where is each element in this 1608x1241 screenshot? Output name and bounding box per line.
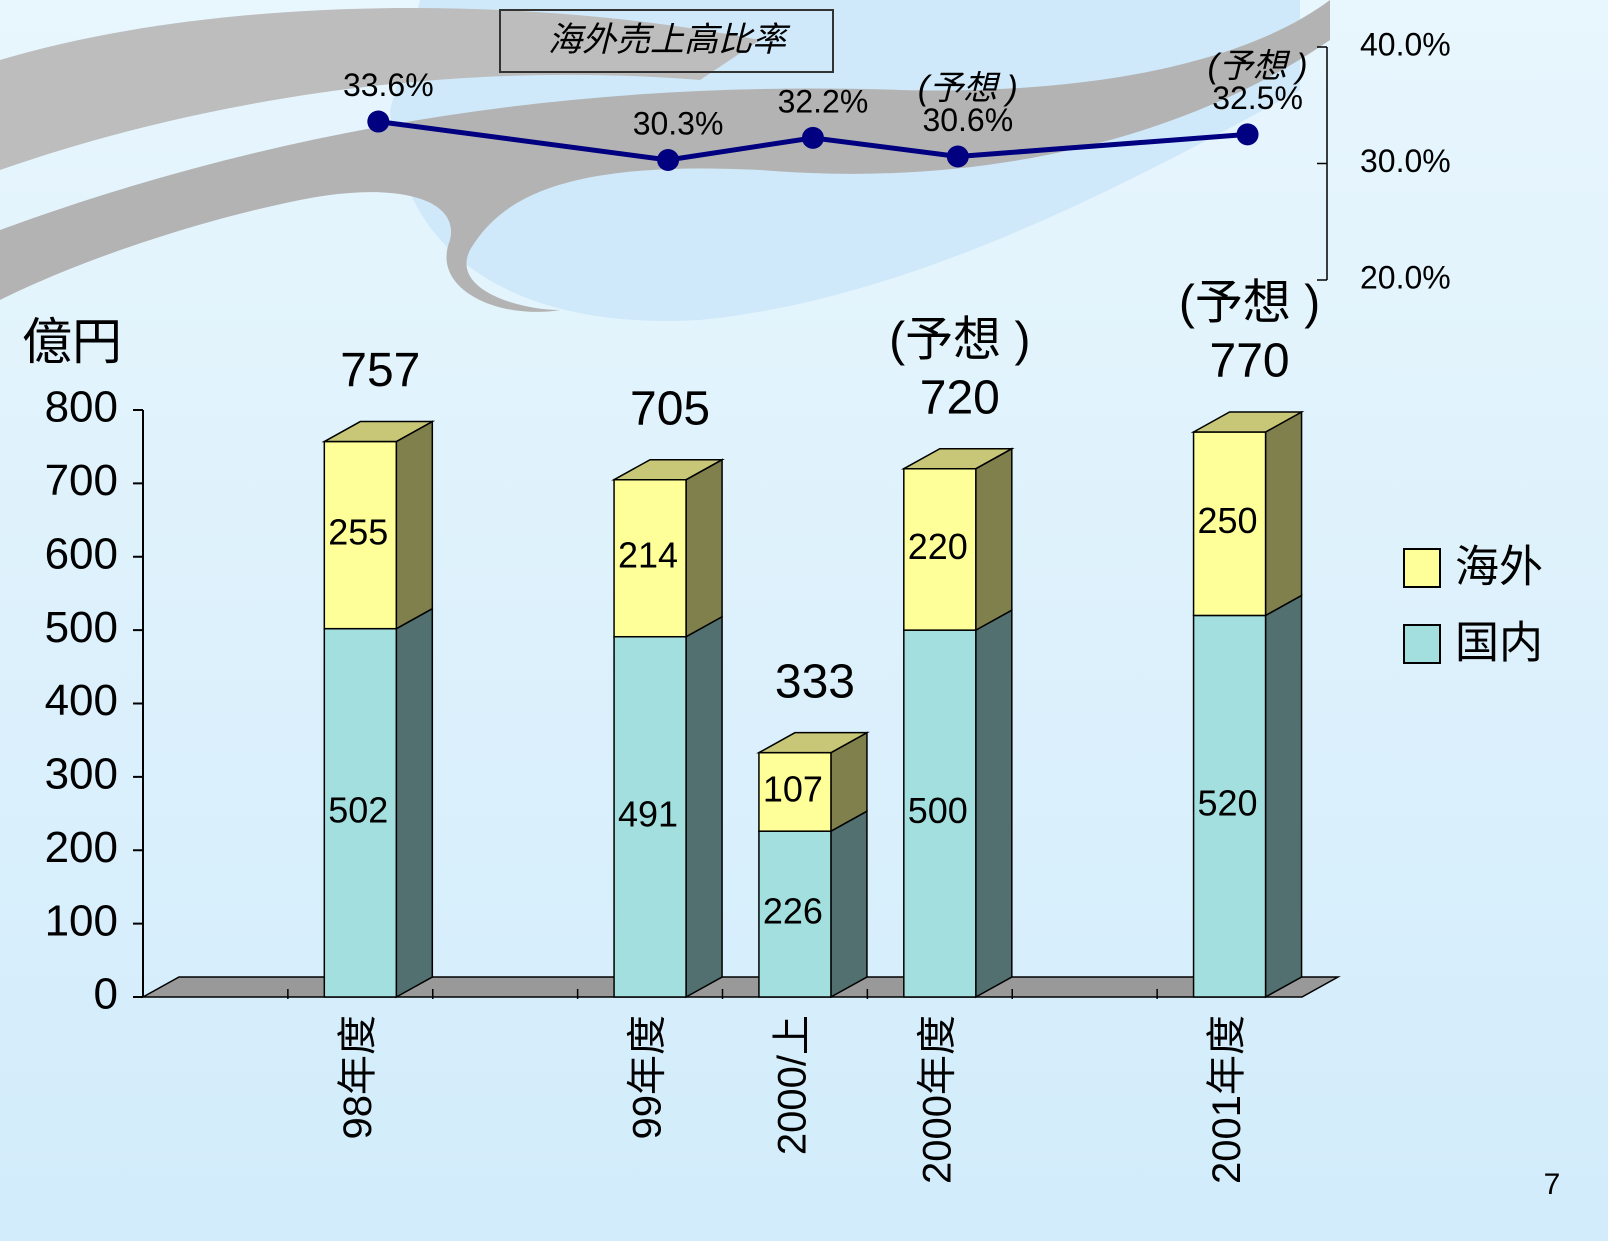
x-tick-label: 2000年度 (915, 1015, 959, 1184)
ratio-label: 32.2% (778, 83, 869, 119)
y2-tick-label: 30.0% (1360, 143, 1451, 179)
floor (140, 976, 1341, 998)
bar (1192, 431, 1267, 617)
total-note: (予想 ) (889, 313, 1030, 366)
bar-side (685, 615, 723, 999)
bar-value-label: 226 (763, 891, 823, 932)
y-tick-label: 500 (45, 603, 118, 652)
bar-side (395, 420, 434, 630)
y-tick-label: 600 (45, 529, 118, 578)
bar-value-label: 491 (618, 793, 678, 834)
bar (1192, 614, 1267, 998)
x-tick-label: 2000/上 (771, 1015, 815, 1155)
ratio-label: 32.5% (1212, 80, 1303, 116)
legend-swatch (1403, 548, 1441, 588)
total-label: 720 (920, 371, 1000, 424)
bar-side (830, 809, 868, 999)
bar (323, 627, 398, 998)
bar-top (900, 447, 1015, 470)
ratio-marker (801, 126, 824, 149)
bar-top (756, 731, 870, 754)
bar-side (975, 447, 1013, 632)
total-note: (予想 ) (1179, 277, 1320, 330)
line-title-box (499, 9, 834, 73)
bar-value-label: 255 (328, 512, 388, 553)
bar-side (975, 608, 1013, 999)
ratio-note: (予想 ) (918, 69, 1018, 107)
legend-label: 国内 (1455, 619, 1543, 668)
bar (903, 629, 977, 998)
bar (758, 751, 832, 832)
bar-side (395, 607, 434, 999)
y-tick-label: 200 (45, 823, 118, 872)
bar-side (1264, 410, 1303, 617)
ratio-note: (予想 ) (1208, 47, 1308, 85)
bar-top (611, 458, 725, 481)
ratio-label: 30.6% (922, 102, 1013, 138)
legend-swatch (1403, 624, 1441, 664)
ratio-marker (657, 149, 680, 172)
bar (758, 830, 832, 998)
total-label: 333 (775, 655, 855, 708)
y-tick-label: 800 (45, 383, 118, 432)
x-tick-label: 99年度 (626, 1015, 670, 1140)
bar-side (1264, 594, 1303, 999)
y-tick-label: 0 (94, 970, 118, 1019)
swoosh (0, 7, 760, 170)
bar-value-label: 220 (908, 526, 968, 567)
total-label: 705 (630, 382, 710, 435)
ratio-marker (1236, 123, 1259, 146)
bar-side (685, 458, 723, 639)
bar-value-label: 214 (618, 535, 678, 576)
y-axis-label: 億円 (22, 314, 122, 370)
page-number: 7 (1544, 1168, 1561, 1201)
bar-top (1190, 411, 1305, 433)
total-label: 757 (340, 344, 420, 397)
bar (613, 635, 687, 998)
bar (613, 478, 687, 638)
y2-tick-label: 40.0% (1360, 26, 1451, 62)
bar-value-label: 250 (1198, 500, 1258, 541)
line-title: 海外売上高比率 (548, 21, 791, 59)
ratio-label: 30.3% (633, 105, 724, 141)
bar (903, 467, 977, 631)
legend-label: 海外 (1455, 543, 1543, 592)
y-tick-label: 400 (45, 676, 118, 725)
bar-value-label: 500 (908, 790, 968, 831)
bar-value-label: 107 (763, 768, 823, 809)
bar (323, 440, 398, 630)
ratio-marker (946, 145, 969, 168)
ratio-label: 33.6% (343, 67, 434, 103)
bar-value-label: 502 (328, 789, 388, 830)
bar-value-label: 520 (1198, 783, 1258, 824)
total-label: 770 (1210, 335, 1290, 388)
ratio-marker (367, 110, 390, 133)
x-tick-label: 2001年度 (1205, 1015, 1249, 1184)
y-tick-label: 100 (45, 896, 118, 945)
y2-tick-label: 20.0% (1360, 259, 1451, 295)
x-tick-label: 98年度 (336, 1015, 380, 1140)
y-tick-label: 300 (45, 750, 118, 799)
bar-top (321, 420, 436, 443)
y-tick-label: 700 (45, 456, 118, 505)
